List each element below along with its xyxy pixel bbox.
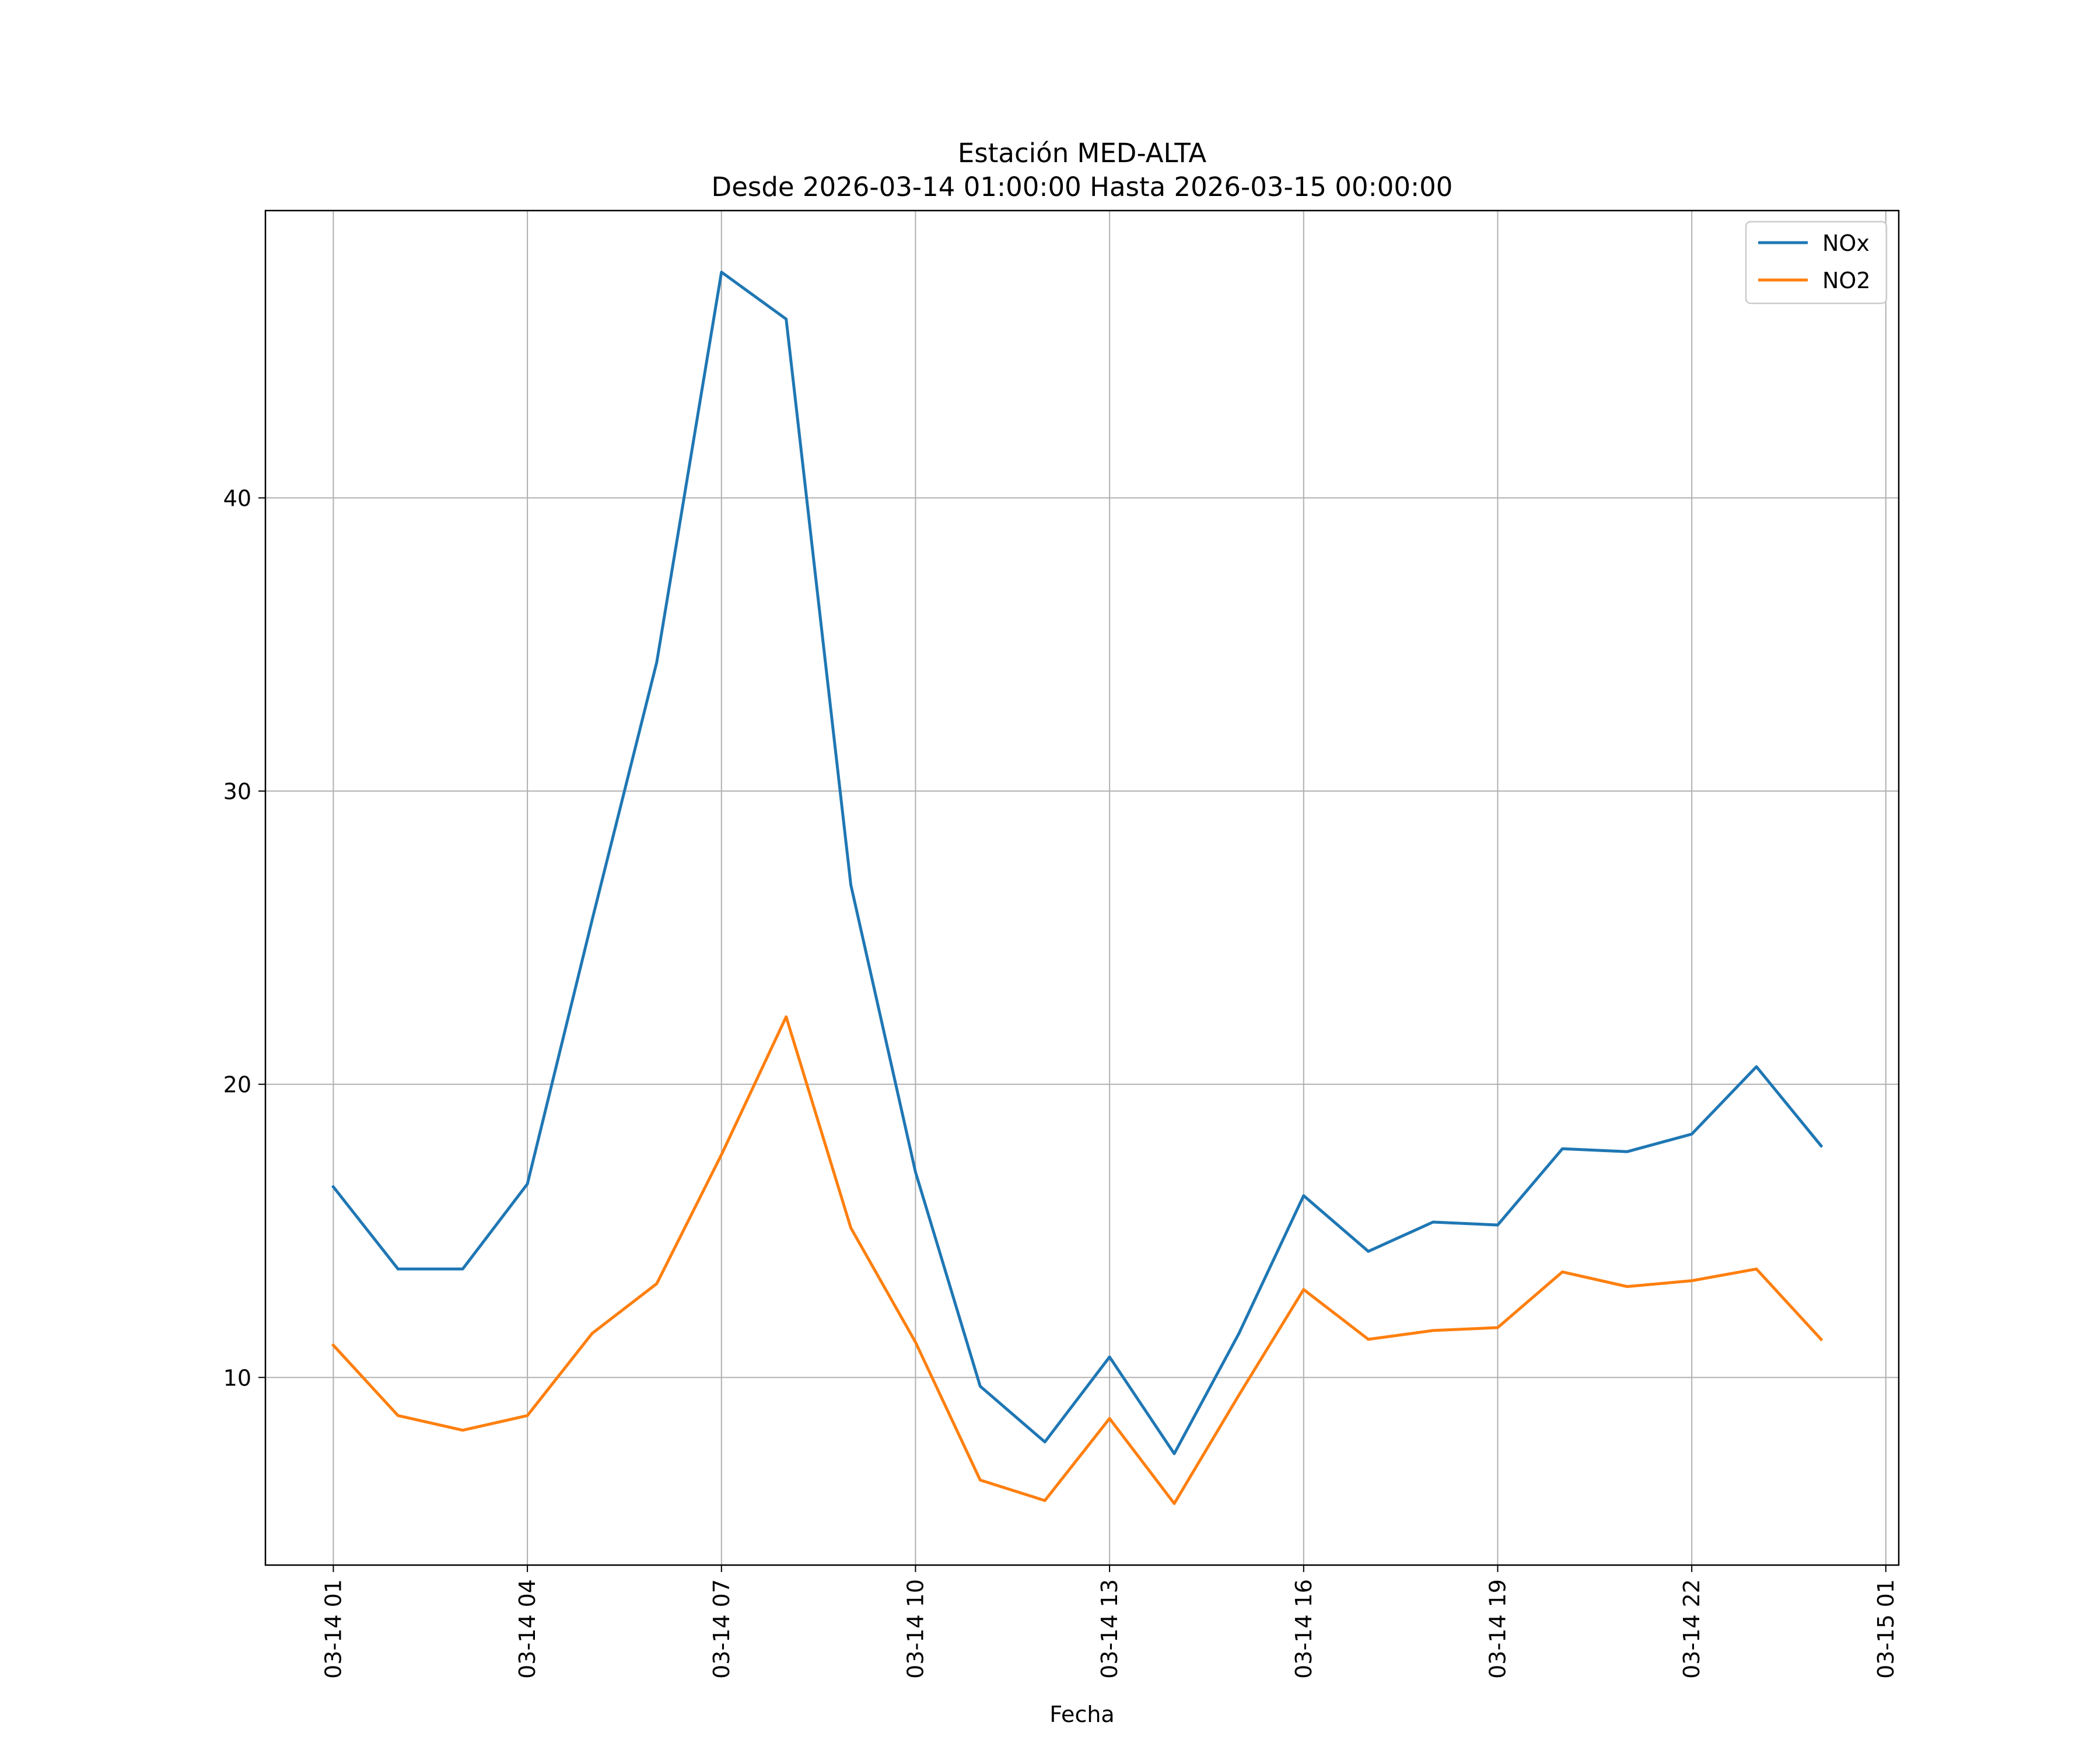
x-tick-label: 03-15 01 xyxy=(1873,1579,1899,1679)
legend-label-nox: NOx xyxy=(1822,230,1870,256)
grid xyxy=(265,211,1899,1565)
chart-title: Estación MED-ALTA xyxy=(958,138,1207,169)
x-tick-label: 03-14 04 xyxy=(514,1579,540,1679)
x-tick-label: 03-14 13 xyxy=(1097,1579,1122,1679)
legend-label-no2: NO2 xyxy=(1822,268,1871,293)
x-axis-label: Fecha xyxy=(1049,1702,1114,1727)
y-axis: 10 20 30 40 xyxy=(223,486,265,1391)
x-axis: 03-14 01 03-14 04 03-14 07 03-14 10 03-14 13… xyxy=(320,1565,1899,1679)
x-tick-label: 03-14 16 xyxy=(1291,1579,1317,1679)
x-tick-label: 03-14 01 xyxy=(320,1579,346,1679)
series-lines xyxy=(331,271,1824,1505)
x-tick-label: 03-14 07 xyxy=(709,1579,734,1679)
y-tick-label: 20 xyxy=(223,1072,251,1098)
x-tick-label: 03-14 10 xyxy=(902,1579,928,1679)
plot-frame xyxy=(264,209,1900,1566)
chart-subtitle: Desde 2026-03-14 01:00:00 Hasta 2026-03-… xyxy=(712,172,1453,202)
x-tick-label: 03-14 22 xyxy=(1679,1579,1704,1679)
series-line-nox xyxy=(331,271,1824,1455)
y-tick-label: 10 xyxy=(223,1365,251,1391)
y-tick-label: 30 xyxy=(223,779,251,804)
y-tick-label: 40 xyxy=(223,486,251,512)
x-tick-label: 03-14 19 xyxy=(1485,1579,1510,1679)
legend: NOx NO2 xyxy=(1745,220,1888,304)
series-line-no2 xyxy=(331,1015,1824,1505)
